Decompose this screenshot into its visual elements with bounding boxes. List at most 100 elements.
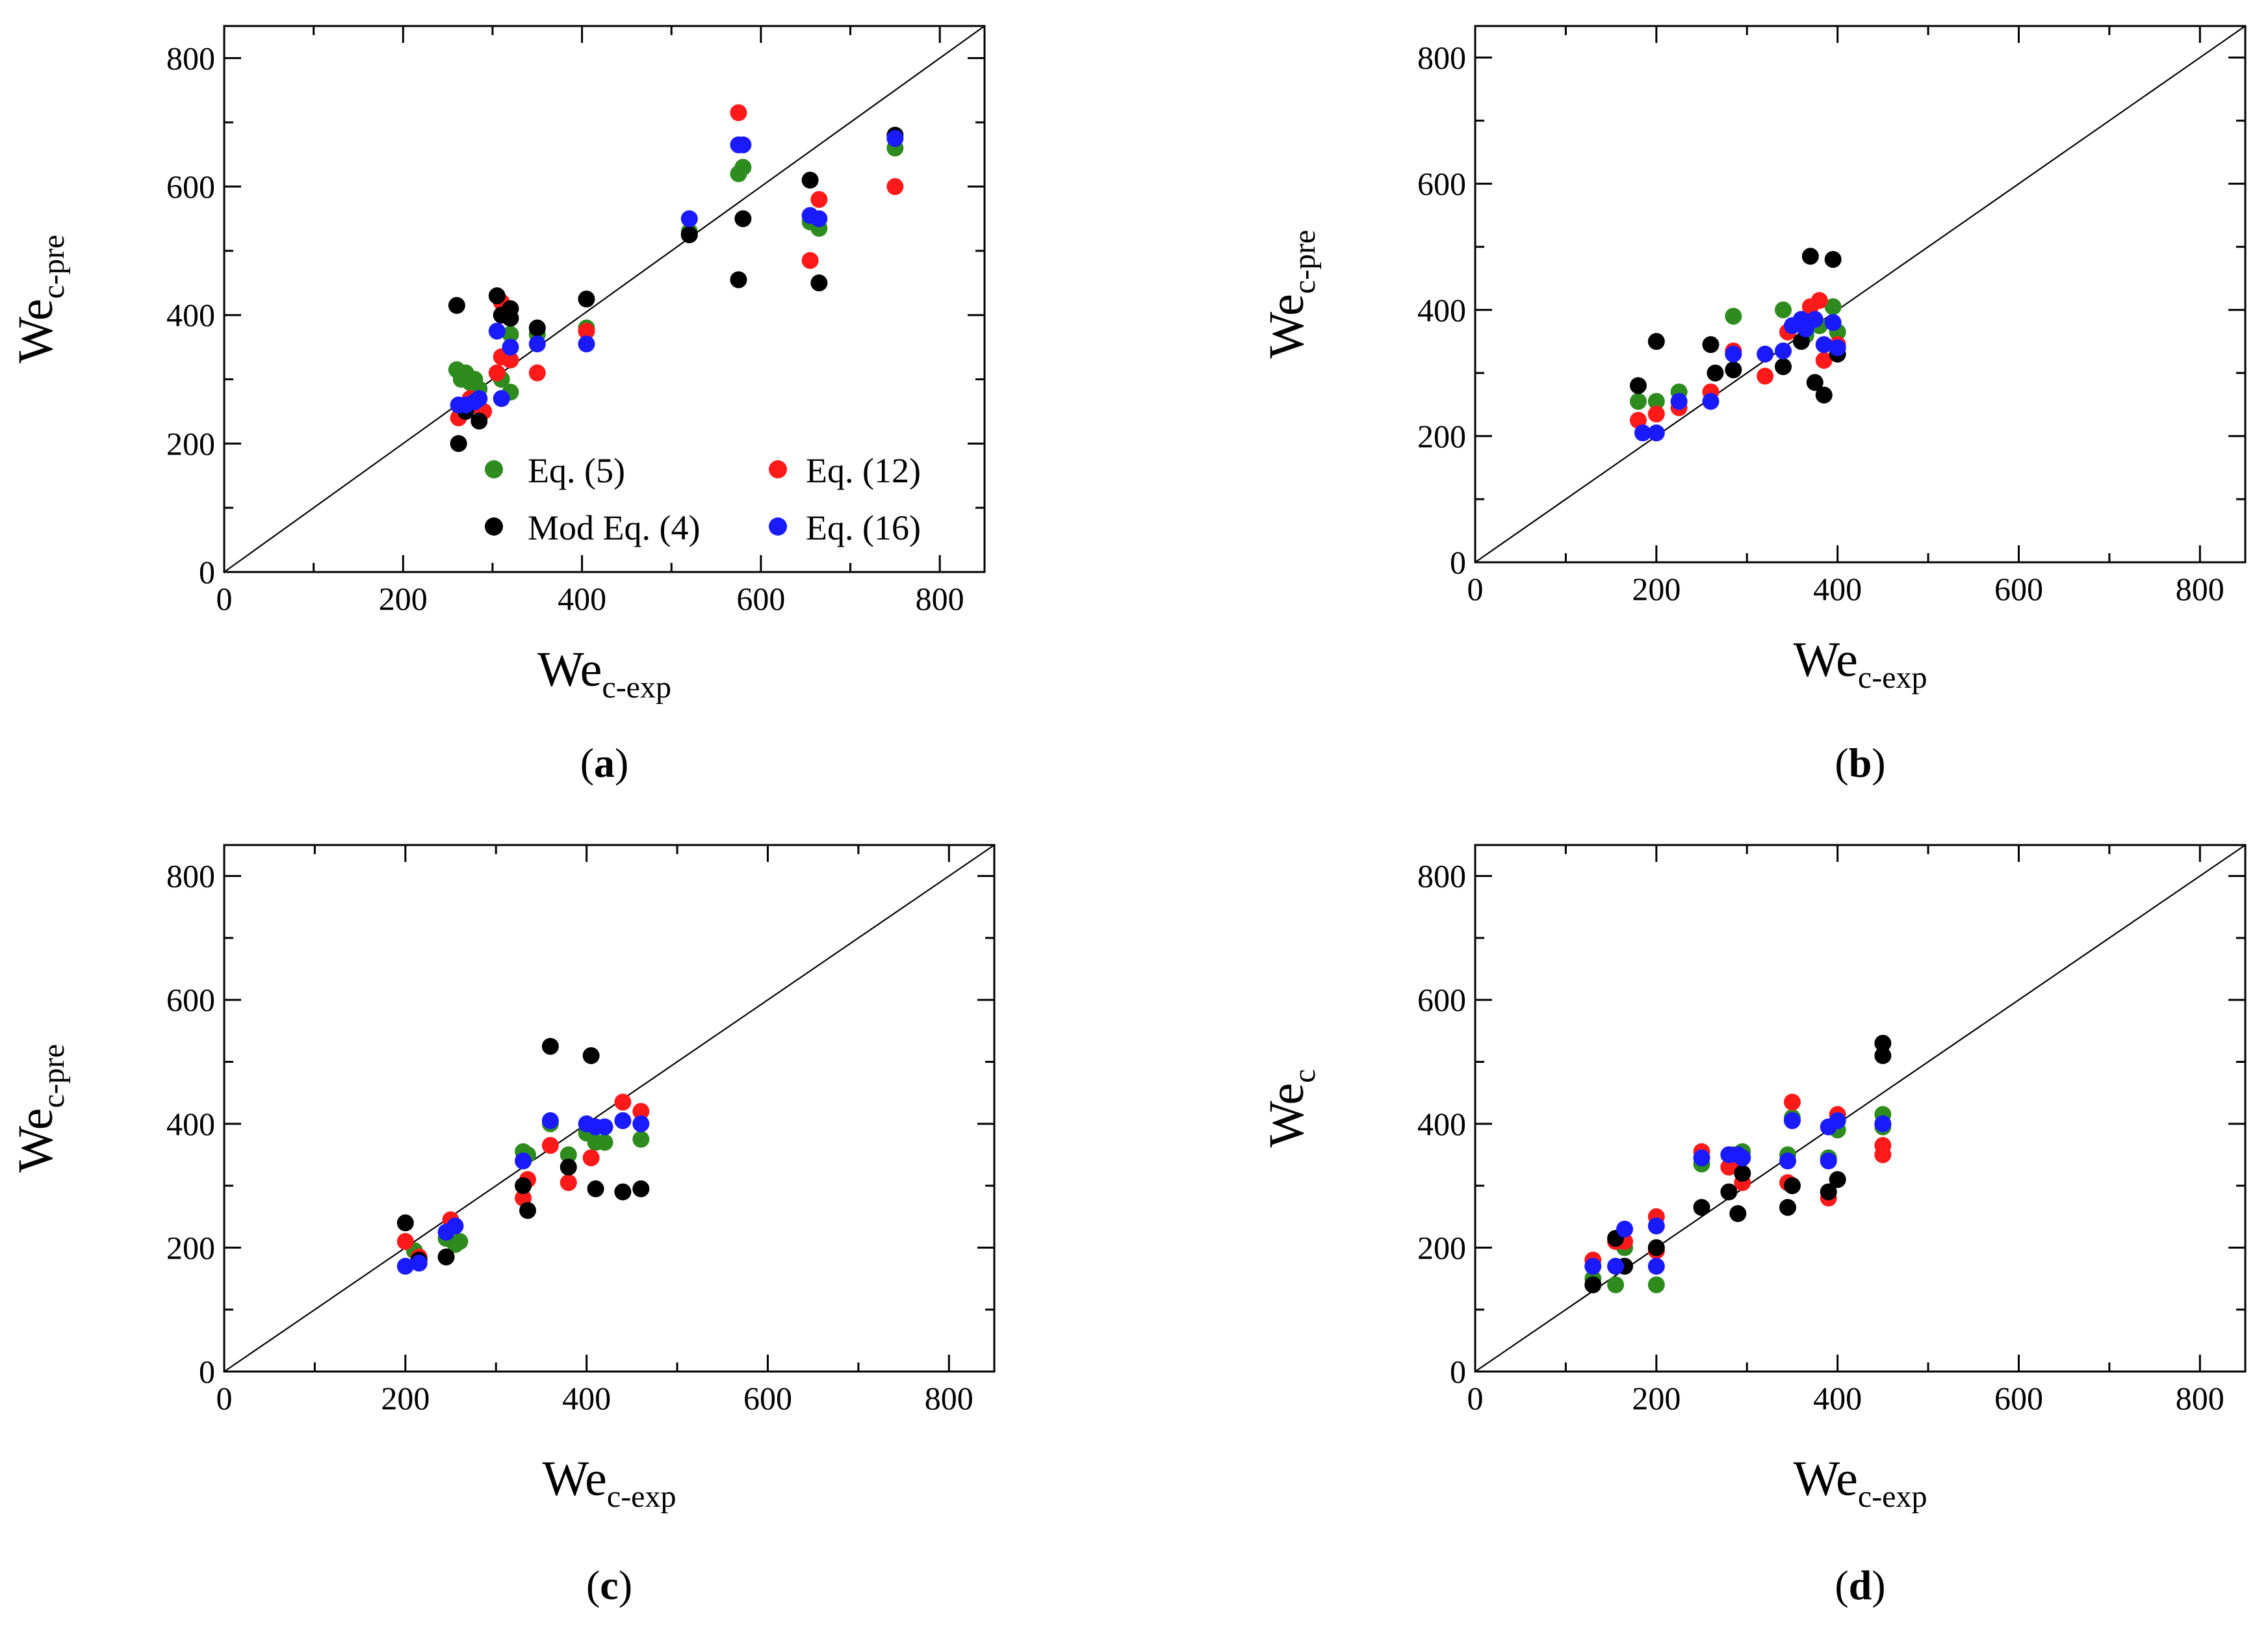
data-point-eq16: [1757, 345, 1774, 363]
y-tick-label: 200: [1417, 1229, 1466, 1266]
data-point-eq12: [560, 1174, 577, 1191]
data-point-mod4: [519, 1202, 537, 1219]
legend-marker-eq12: [769, 460, 787, 478]
data-point-eq16: [1647, 1217, 1665, 1235]
y-tick-label: 0: [1450, 1353, 1466, 1390]
y-tick-label: 400: [166, 297, 215, 333]
data-point-mod4: [614, 1183, 632, 1201]
data-point-mod4: [470, 412, 488, 430]
data-point-mod4: [1874, 1034, 1892, 1052]
data-point-eq5: [451, 1232, 469, 1250]
x-tick-label: 0: [1467, 571, 1484, 607]
y-tick-label: 800: [166, 858, 215, 894]
data-point-eq16: [1734, 1149, 1751, 1167]
data-point-eq16: [1670, 393, 1688, 410]
legend-label-eq5: Eq. (5): [528, 451, 625, 490]
data-point-mod4: [541, 1037, 559, 1055]
data-point-eq16: [446, 1217, 464, 1235]
y-tick-label: 800: [166, 40, 215, 76]
legend-label-mod4: Mod Eq. (4): [528, 508, 700, 547]
x-tick-label: 600: [743, 1380, 792, 1416]
panel-d: 00 200 200 400 400 600 600 800 800 Wec-exp Wec (d): [1259, 844, 2247, 1608]
x-tick-label: 800: [2176, 1380, 2224, 1416]
data-point-eq12: [730, 104, 747, 122]
data-point-eq16: [886, 129, 904, 147]
data-point-mod4: [587, 1180, 604, 1197]
data-point-mod4: [1820, 1183, 1837, 1201]
x-axis-label: Wec-exp: [543, 1451, 677, 1514]
data-point-eq12: [502, 351, 519, 369]
data-point-eq16: [410, 1255, 428, 1272]
data-point-mod4: [1824, 251, 1842, 268]
data-point-eq16: [1815, 336, 1833, 354]
panel-c: 00 200 200 400 400 600 600 800 800 Wec-exp Wec-pre…: [8, 844, 996, 1608]
y-tick-label: 600: [1417, 166, 1466, 202]
data-point-mod4: [810, 274, 828, 292]
data-point-eq5: [1775, 301, 1792, 319]
data-point-eq5: [1629, 393, 1647, 410]
data-point-mod4: [632, 1180, 650, 1197]
data-point-mod4: [1647, 1239, 1665, 1256]
data-point-eq16: [493, 390, 510, 408]
data-point-eq16: [1616, 1220, 1634, 1238]
data-point-mod4: [1702, 336, 1720, 354]
data-point-eq16: [1775, 342, 1792, 359]
legend-marker-eq5: [485, 460, 503, 478]
data-point-eq16: [541, 1112, 559, 1130]
plot-frame: [1474, 25, 2247, 564]
y-tick-label: 400: [1417, 292, 1466, 328]
x-tick-label: 0: [1467, 1380, 1484, 1416]
data-point-eq12: [1874, 1146, 1892, 1164]
data-point-eq12: [1815, 352, 1833, 369]
legend-marker-mod4: [485, 517, 503, 536]
data-point-eq16: [488, 322, 506, 340]
data-point-eq5: [1824, 298, 1842, 315]
data-point-mod4: [1783, 1177, 1801, 1195]
data-point-mod4: [1729, 1205, 1747, 1222]
data-point-mod4: [1779, 1199, 1796, 1216]
y-tick-label: 200: [166, 425, 215, 462]
x-tick-label: 200: [1632, 571, 1681, 607]
data-point-eq16: [1702, 393, 1720, 410]
data-point-mod4: [801, 172, 819, 189]
x-tick-label: 600: [736, 580, 785, 617]
y-tick-label: 600: [166, 982, 215, 1018]
legend-label-eq16: Eq. (16): [806, 508, 921, 547]
data-point-mod4: [1629, 377, 1647, 395]
data-point-mod4: [1829, 1171, 1846, 1188]
x-tick-label: 800: [2176, 571, 2224, 607]
data-point-eq12: [1647, 405, 1665, 423]
data-point-mod4: [488, 287, 506, 305]
x-tick-label: 0: [216, 580, 233, 617]
plot-frame: [1474, 844, 2247, 1373]
data-point-eq5: [1607, 1276, 1625, 1294]
data-point-eq12: [396, 1232, 414, 1250]
y-axis-label: Wec-pre: [1259, 230, 1322, 359]
data-point-eq16: [1820, 1152, 1837, 1169]
data-point-eq16: [578, 335, 595, 353]
x-axis-label: Wec-exp: [1794, 632, 1927, 695]
data-point-mod4: [560, 1158, 577, 1176]
data-point-mod4: [502, 309, 519, 327]
data-point-eq5: [632, 1130, 650, 1148]
legend-label-eq12: Eq. (12): [806, 451, 921, 490]
x-tick-label: 400: [1813, 1380, 1862, 1416]
data-point-mod4: [396, 1214, 414, 1232]
y-tick-label: 0: [199, 554, 215, 590]
diagonal-reference-line: [1475, 25, 2246, 563]
x-tick-label: 800: [925, 1380, 973, 1416]
data-point-mod4: [437, 1248, 455, 1266]
y-tick-label: 400: [166, 1106, 215, 1142]
x-tick-label: 400: [558, 580, 606, 617]
x-tick-label: 400: [562, 1380, 611, 1416]
data-point-eq12: [528, 364, 546, 382]
panel-a: 00 200 200 400 400 600 600 800 800 Wec-exp Wec-pre…: [8, 25, 986, 786]
y-axis-label: Wec: [1259, 1069, 1322, 1148]
data-point-mod4: [1815, 386, 1833, 404]
y-axis-label: Wec-pre: [8, 235, 71, 363]
x-tick-label: 200: [379, 580, 428, 617]
x-tick-label: 600: [1994, 1380, 2043, 1416]
data-point-eq5: [1647, 393, 1665, 410]
data-point-eq16: [1607, 1258, 1625, 1275]
data-point-eq12: [1783, 1093, 1801, 1111]
